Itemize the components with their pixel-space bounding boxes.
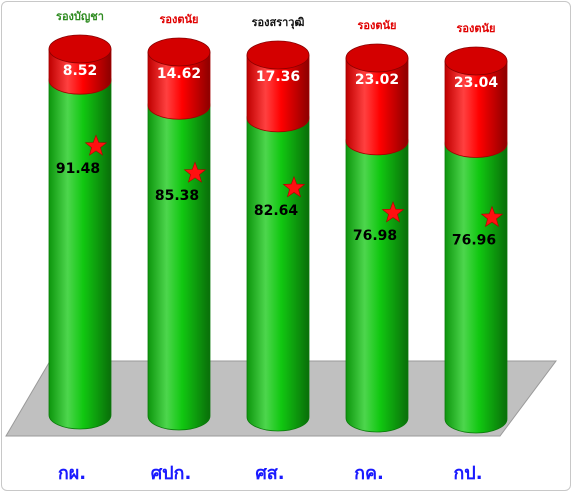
star-marker-1 <box>183 161 207 183</box>
green-value-label-0: 91.48 <box>56 161 100 177</box>
category-label-0: กผ. <box>58 463 86 484</box>
category-label-1: ศปก. <box>151 463 192 484</box>
bar-red-1 <box>147 51 211 120</box>
bar-top-cap-4 <box>444 46 508 76</box>
category-label-3: กค. <box>354 463 384 484</box>
column-header-1: รองตนัย <box>160 13 199 26</box>
star-marker-3 <box>381 201 405 223</box>
green-value-label-1: 85.38 <box>155 188 199 204</box>
bar-red-4 <box>444 60 508 158</box>
bar-red-3 <box>345 57 409 156</box>
red-value-label-1: 14.62 <box>157 66 201 82</box>
column-header-3: รองตนัย <box>358 19 397 32</box>
star-marker-2 <box>282 175 306 198</box>
green-value-label-3: 76.98 <box>353 228 397 244</box>
red-value-label-3: 23.02 <box>355 72 399 88</box>
category-label-2: ศส. <box>255 463 284 484</box>
column-header-4: รองตนัย <box>457 22 496 35</box>
red-value-label-2: 17.36 <box>256 69 300 85</box>
bar-top-cap-3 <box>345 43 409 73</box>
column-header-0: รองบัญชา <box>56 10 104 23</box>
bar-top-cap-0 <box>48 34 112 64</box>
bar-red-2 <box>246 54 310 133</box>
green-value-label-4: 76.96 <box>452 232 496 248</box>
star-marker-4 <box>480 205 504 228</box>
bars-layer: รองบัญชา 8.52 91.48 กผ. รองตนัย 14.62 85.38 ศปก… <box>48 10 508 484</box>
star-marker-0 <box>84 134 108 156</box>
category-label-4: กป. <box>453 463 482 484</box>
column-header-2: รองสราวุฒิ <box>252 16 305 30</box>
bar-top-cap-2 <box>246 40 310 70</box>
green-value-label-2: 82.64 <box>254 203 299 219</box>
chart-frame <box>1 1 571 491</box>
red-value-label-0: 8.52 <box>63 63 98 79</box>
bar-top-cap-1 <box>147 37 211 67</box>
red-value-label-4: 23.04 <box>454 75 499 91</box>
